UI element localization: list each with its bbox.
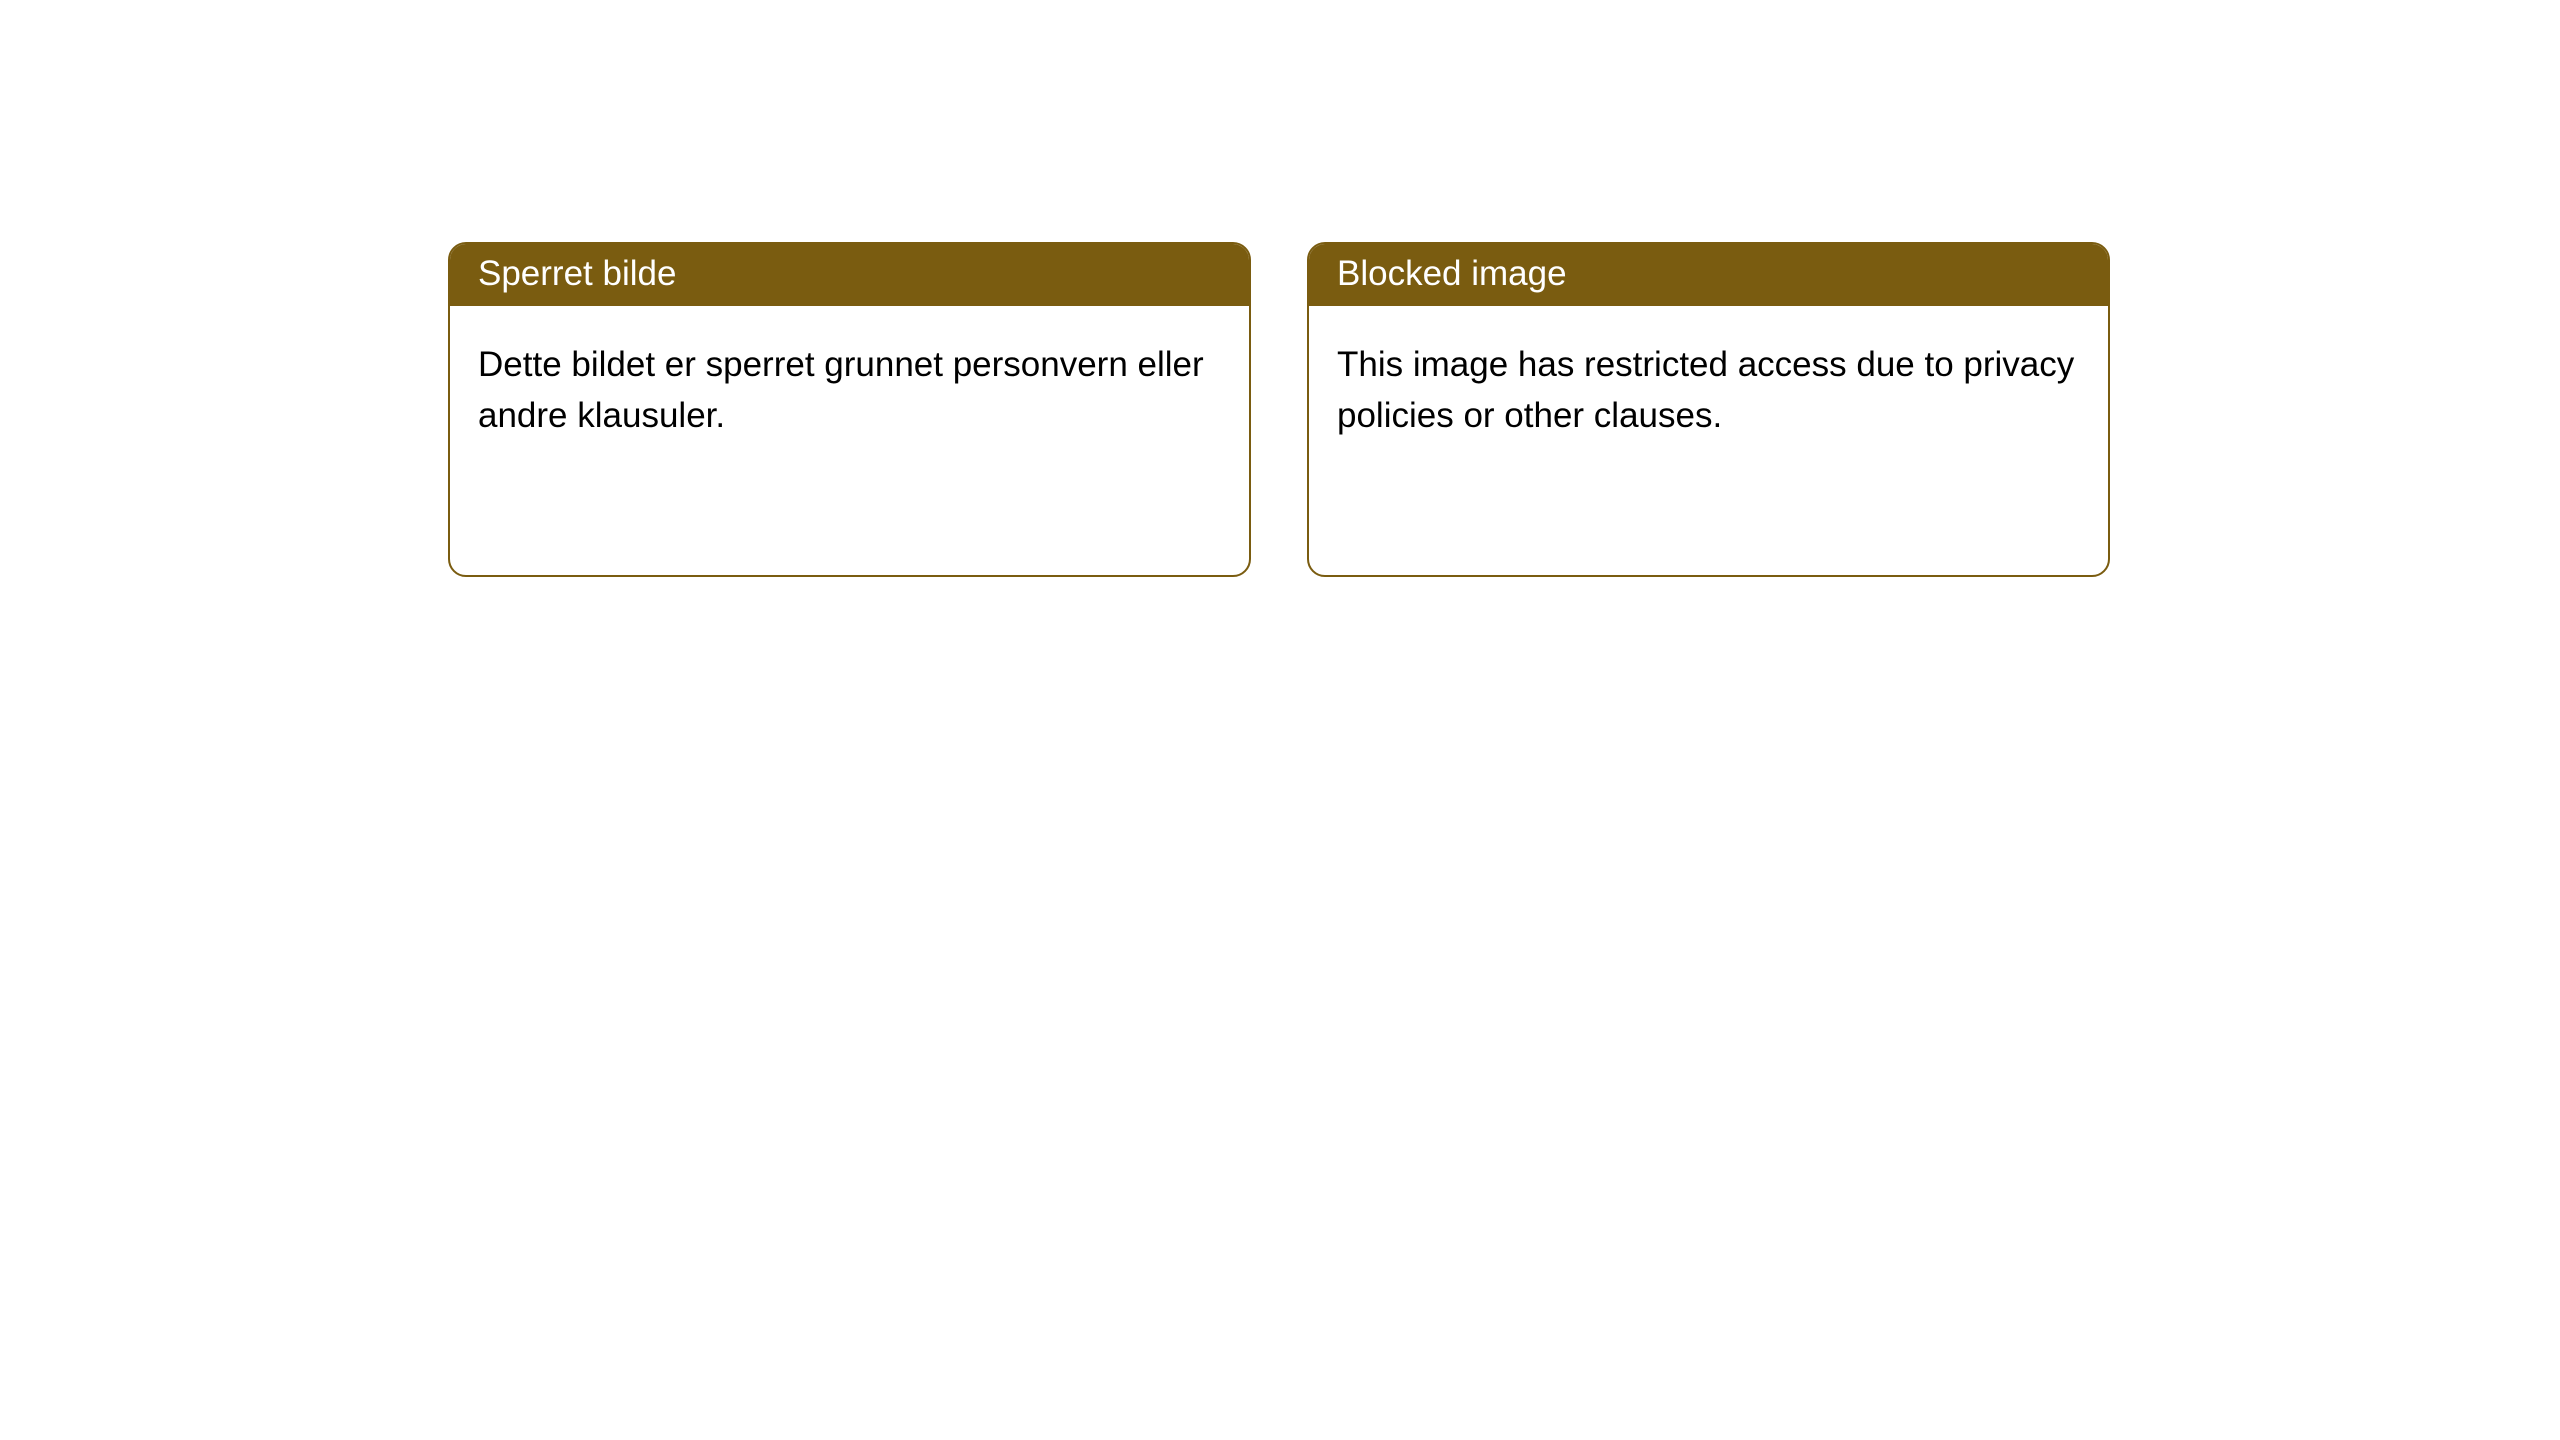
notice-title-norwegian: Sperret bilde <box>478 254 676 293</box>
notice-text-english: This image has restricted access due to … <box>1337 345 2074 435</box>
notice-body-english: This image has restricted access due to … <box>1309 306 2108 476</box>
notice-header-english: Blocked image <box>1309 244 2108 306</box>
notice-header-norwegian: Sperret bilde <box>450 244 1249 306</box>
notice-container: Sperret bilde Dette bildet er sperret gr… <box>0 0 2560 577</box>
notice-body-norwegian: Dette bildet er sperret grunnet personve… <box>450 306 1249 476</box>
notice-card-norwegian: Sperret bilde Dette bildet er sperret gr… <box>448 242 1251 577</box>
notice-card-english: Blocked image This image has restricted … <box>1307 242 2110 577</box>
notice-title-english: Blocked image <box>1337 254 1567 293</box>
notice-text-norwegian: Dette bildet er sperret grunnet personve… <box>478 345 1204 435</box>
